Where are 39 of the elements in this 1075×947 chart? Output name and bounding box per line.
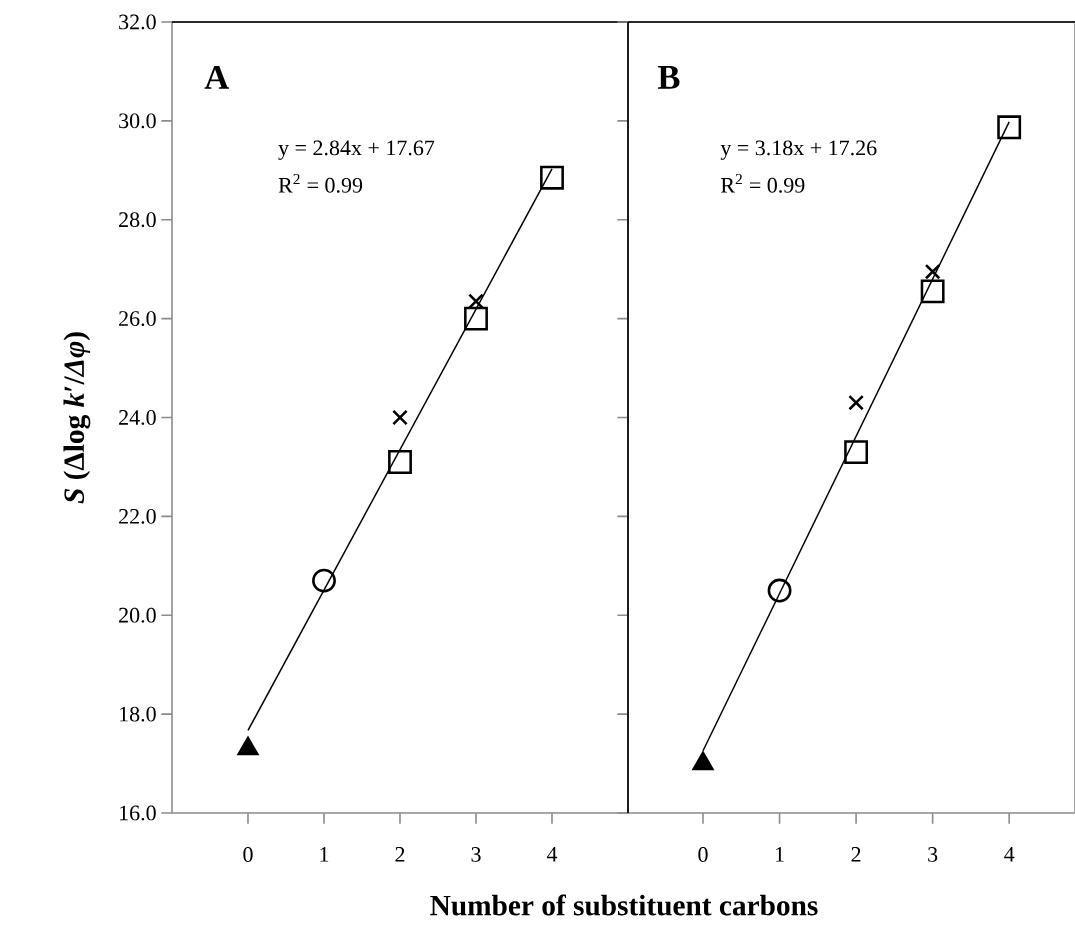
- x-axis-title: Number of substituent carbons: [430, 894, 818, 916]
- annotation: R$^{2}$ = 0.99: [720, 173, 805, 193]
- annotation: y = 2.84x + 17.67: [278, 140, 435, 160]
- point: [767, 578, 792, 603]
- x-tick-label: 2: [395, 847, 405, 862]
- point: [997, 115, 1022, 140]
- point: [692, 751, 714, 771]
- x-tick-label: 4: [546, 847, 558, 862]
- y-tick-label: 22.0: [119, 508, 156, 524]
- y-axis-title: S (Δlog k′/Δφ): [63, 332, 91, 504]
- y-tick-label: 16.0: [120, 805, 156, 821]
- y-tick-label: 18.0: [120, 706, 156, 722]
- point: [388, 450, 412, 474]
- x-tick-label: 0: [698, 847, 708, 862]
- x-tick-label: 3: [928, 847, 938, 862]
- point: [464, 306, 488, 331]
- point: [924, 263, 941, 280]
- y-tick-label: 30.0: [119, 113, 156, 129]
- annotation: y = 3.18x + 17.26: [720, 140, 877, 160]
- x-tick-label: 3: [471, 847, 481, 862]
- annotation: A: [204, 65, 229, 89]
- y-tick-label: 32.0: [119, 14, 156, 30]
- x-tick-label: 1: [320, 847, 329, 862]
- x-tick-label: 0: [243, 847, 253, 862]
- point: [392, 409, 408, 426]
- y-tick-label: 20.0: [119, 607, 156, 623]
- point: [312, 568, 336, 593]
- annotation: B: [657, 65, 680, 89]
- annotation: R$^{2}$ = 0.99: [278, 173, 363, 193]
- point: [540, 165, 564, 190]
- y-tick-label: 26.0: [119, 311, 156, 327]
- y-tick-label: 28.0: [119, 212, 156, 228]
- x-tick-label: 4: [1004, 847, 1015, 862]
- point: [920, 279, 945, 304]
- x-tick-label: 1: [775, 847, 784, 862]
- point: [848, 394, 864, 411]
- x-tick-label: 2: [851, 847, 861, 862]
- y-tick-label: 24.0: [119, 410, 156, 425]
- point: [844, 440, 869, 465]
